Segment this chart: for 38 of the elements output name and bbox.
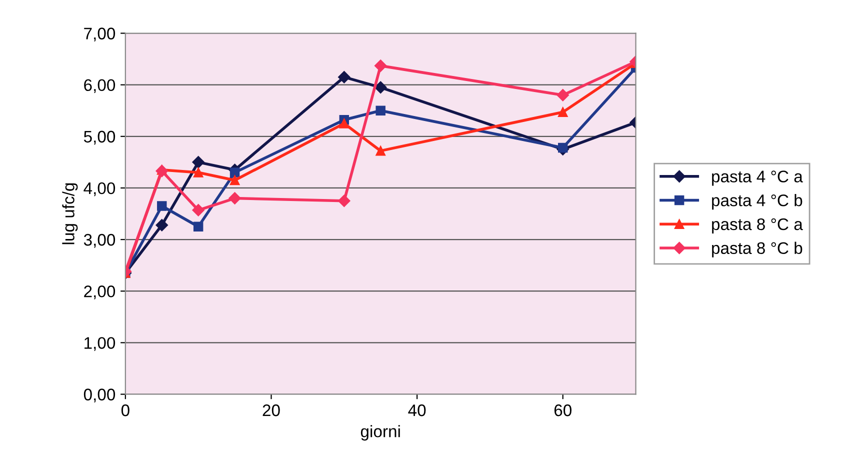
point [374, 60, 387, 72]
point [374, 81, 387, 94]
point [558, 142, 568, 153]
point [230, 175, 240, 186]
point [338, 194, 350, 207]
y-tick-label: 0,00 [84, 388, 116, 402]
point [156, 164, 168, 178]
point [376, 106, 386, 116]
y-tick-label: 4,00 [84, 182, 116, 196]
y-tick-label: 1,00 [84, 337, 116, 351]
point [339, 118, 350, 128]
legend-label: pasta 4 °C b [712, 194, 802, 210]
point [156, 219, 168, 232]
point [558, 107, 568, 118]
point [228, 192, 241, 204]
point [230, 168, 240, 178]
x-tick-label: 20 [262, 404, 280, 416]
point [192, 204, 204, 216]
legend-label: pasta 4 °C a [712, 170, 803, 186]
legend-label: pasta 8 °C b [712, 242, 802, 258]
y-tick-label: 7,00 [84, 28, 116, 42]
point [157, 201, 167, 211]
point [556, 89, 569, 102]
y-tick-label: 3,00 [84, 234, 116, 248]
point [193, 222, 204, 232]
y-tick-label: 5,00 [84, 130, 116, 145]
point [376, 146, 386, 156]
point [192, 156, 204, 168]
point [338, 70, 350, 84]
x-axis-title: giorni [360, 425, 400, 441]
x-tick-label: 40 [408, 404, 426, 416]
y-axis-title: lug ufc/g [62, 183, 78, 244]
legend-label: pasta 8 °C a [712, 218, 803, 234]
x-tick-label: 60 [554, 404, 572, 416]
point [193, 168, 204, 178]
y-tick-label: 2,00 [84, 286, 116, 300]
x-tick-label: 0 [121, 404, 130, 416]
y-tick-label: 6,00 [84, 79, 116, 93]
